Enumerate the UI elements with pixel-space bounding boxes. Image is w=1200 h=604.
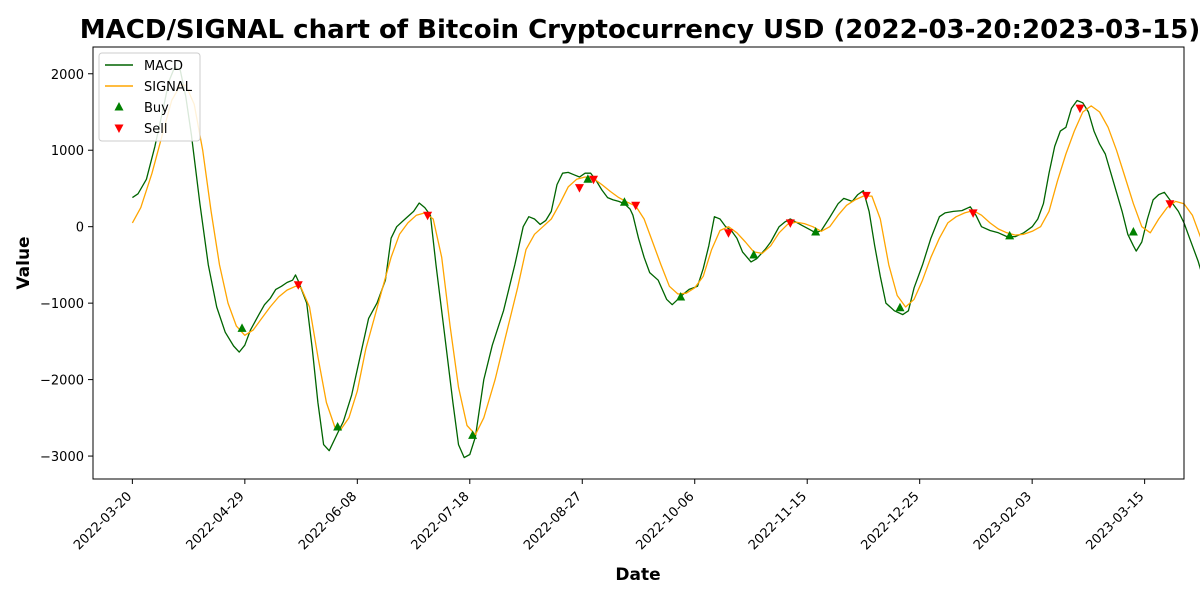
plot-frame — [92, 46, 1185, 480]
x-tick-label: 2022-10-06 — [634, 489, 698, 553]
y-tick-label: −2000 — [40, 374, 84, 389]
x-axis-label: Date — [615, 565, 660, 585]
buy-marker — [895, 302, 905, 312]
x-tick-label: 2023-03-15 — [1083, 489, 1147, 553]
plot-area — [131, 66, 1200, 459]
signal-line — [131, 84, 1200, 436]
x-tick-label: 2022-08-27 — [521, 489, 585, 553]
x-tick-label: 2022-03-20 — [71, 489, 135, 553]
sell-marker — [423, 211, 433, 221]
axes: −3000 −2000 −1000 0 1000 2000 2022-03-20 2022-0… — [40, 46, 1185, 553]
legend-label-buy: Buy — [144, 101, 169, 116]
legend-swatch-sell — [114, 124, 124, 133]
legend-label-macd: MACD — [144, 59, 183, 74]
y-tick-label: 1000 — [51, 144, 84, 159]
y-tick-label: −1000 — [40, 297, 84, 312]
legend-box — [98, 52, 201, 142]
sell-marker — [574, 184, 584, 193]
sell-marker — [589, 175, 599, 185]
sell-marker — [968, 209, 978, 218]
x-tick-label: 2022-12-25 — [858, 489, 922, 553]
x-tick-label: 2022-07-18 — [409, 489, 473, 553]
legend-label-signal: SIGNAL — [144, 80, 193, 95]
y-tick-label: −3000 — [40, 450, 84, 465]
buy-marker — [619, 197, 629, 206]
x-tick-label: 2023-02-03 — [971, 489, 1035, 553]
sell-marker — [723, 229, 733, 238]
buy-marker — [676, 292, 686, 301]
sell-marker — [861, 191, 871, 201]
x-tick-label: 2022-11-15 — [746, 489, 810, 553]
sell-marker — [1075, 104, 1085, 114]
buy-marker — [1128, 227, 1138, 236]
legend-swatch-buy — [114, 102, 124, 111]
x-tick-label: 2022-06-08 — [296, 489, 360, 553]
sell-marker — [1165, 200, 1175, 209]
buy-marker — [237, 323, 247, 332]
buy-marker — [333, 422, 343, 431]
sell-marker — [293, 281, 303, 290]
y-tick-label: 0 — [76, 221, 84, 236]
buy-marker — [811, 227, 821, 236]
legend-label-sell: Sell — [144, 122, 167, 137]
y-axis-label: Value — [14, 236, 34, 289]
buy-marker — [749, 249, 759, 259]
chart-title: MACD/SIGNAL chart of Bitcoin Cryptocurre… — [80, 15, 1200, 45]
macd-line — [132, 66, 1200, 459]
sell-marker — [785, 219, 795, 228]
x-tick-label: 2022-04-29 — [184, 489, 248, 553]
buy-marker — [1005, 230, 1015, 240]
y-tick-label: 2000 — [51, 68, 84, 83]
sell-marker — [631, 201, 641, 211]
buy-marker — [583, 174, 593, 183]
legend: MACD SIGNAL Buy Sell — [98, 52, 201, 142]
buy-marker — [468, 430, 478, 439]
